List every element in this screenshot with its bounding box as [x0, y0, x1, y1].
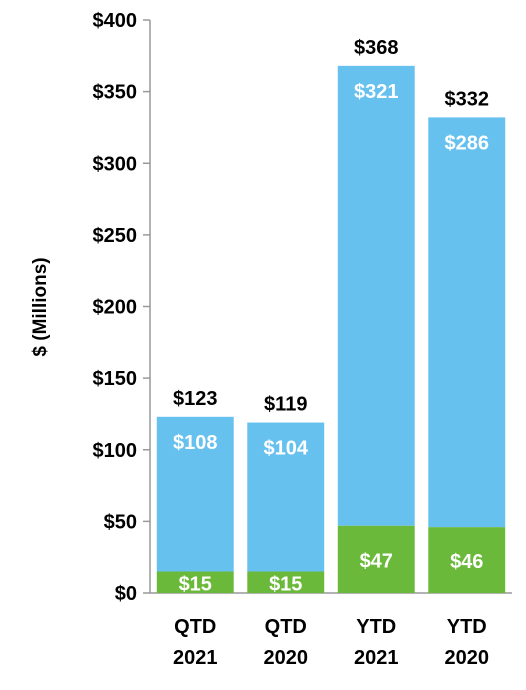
bar-total-label: $332: [445, 88, 490, 110]
bar-value-label: $286: [445, 132, 490, 154]
x-category-label: QTD: [174, 616, 216, 638]
x-category-label: YTD: [447, 616, 487, 638]
bar-value-label: $15: [269, 573, 302, 595]
bar-value-label: $104: [264, 438, 309, 460]
data-labels: $15 $108 $123 $15 $104 $119 $47 $321 $368 $46 $286…: [173, 37, 489, 595]
bar-value-label: $15: [179, 573, 212, 595]
bar-segment: [337, 525, 415, 593]
bar-value-label: $321: [354, 81, 399, 103]
x-category-label: QTD: [265, 616, 307, 638]
bar-segment: [428, 527, 506, 593]
x-axis-categories: QTD 2021 QTD 2020 YTD 2021 YTD 2020: [173, 616, 489, 669]
y-tick-label: $350: [93, 82, 138, 104]
bar-total-label: $119: [264, 394, 307, 416]
x-category-label: 2020: [445, 647, 490, 669]
bar-segment: [247, 422, 325, 572]
x-category-label: 2021: [173, 647, 218, 669]
x-category-label: 2020: [264, 647, 309, 669]
bar-segment: [156, 571, 234, 593]
y-tick-label: $200: [93, 297, 138, 319]
bar-total-label: $368: [354, 37, 399, 59]
y-tick-label: $250: [93, 225, 138, 247]
bar-segment: [156, 416, 234, 572]
y-tick-label: $50: [104, 511, 137, 533]
bar-total-label: $123: [173, 388, 218, 410]
bars: [156, 65, 506, 593]
y-tick-label: $0: [115, 583, 137, 605]
bar-value-label: $108: [173, 432, 218, 454]
y-tick-label: $300: [93, 153, 138, 175]
y-axis-ticks: $0 $50 $100 $150 $200 $250 $300 $350 $400: [93, 10, 150, 605]
y-tick-label: $150: [93, 368, 138, 390]
bar-segment: [428, 117, 506, 528]
bar-segment: [337, 65, 415, 526]
y-tick-label: $400: [93, 10, 138, 32]
bar-value-label: $46: [450, 551, 483, 573]
y-tick-label: $100: [93, 440, 138, 462]
bar-segment: [247, 571, 325, 593]
x-category-label: YTD: [356, 616, 396, 638]
x-category-label: 2021: [354, 647, 399, 669]
bar-value-label: $47: [360, 550, 393, 572]
y-axis-title: $ (Millions): [30, 257, 51, 356]
